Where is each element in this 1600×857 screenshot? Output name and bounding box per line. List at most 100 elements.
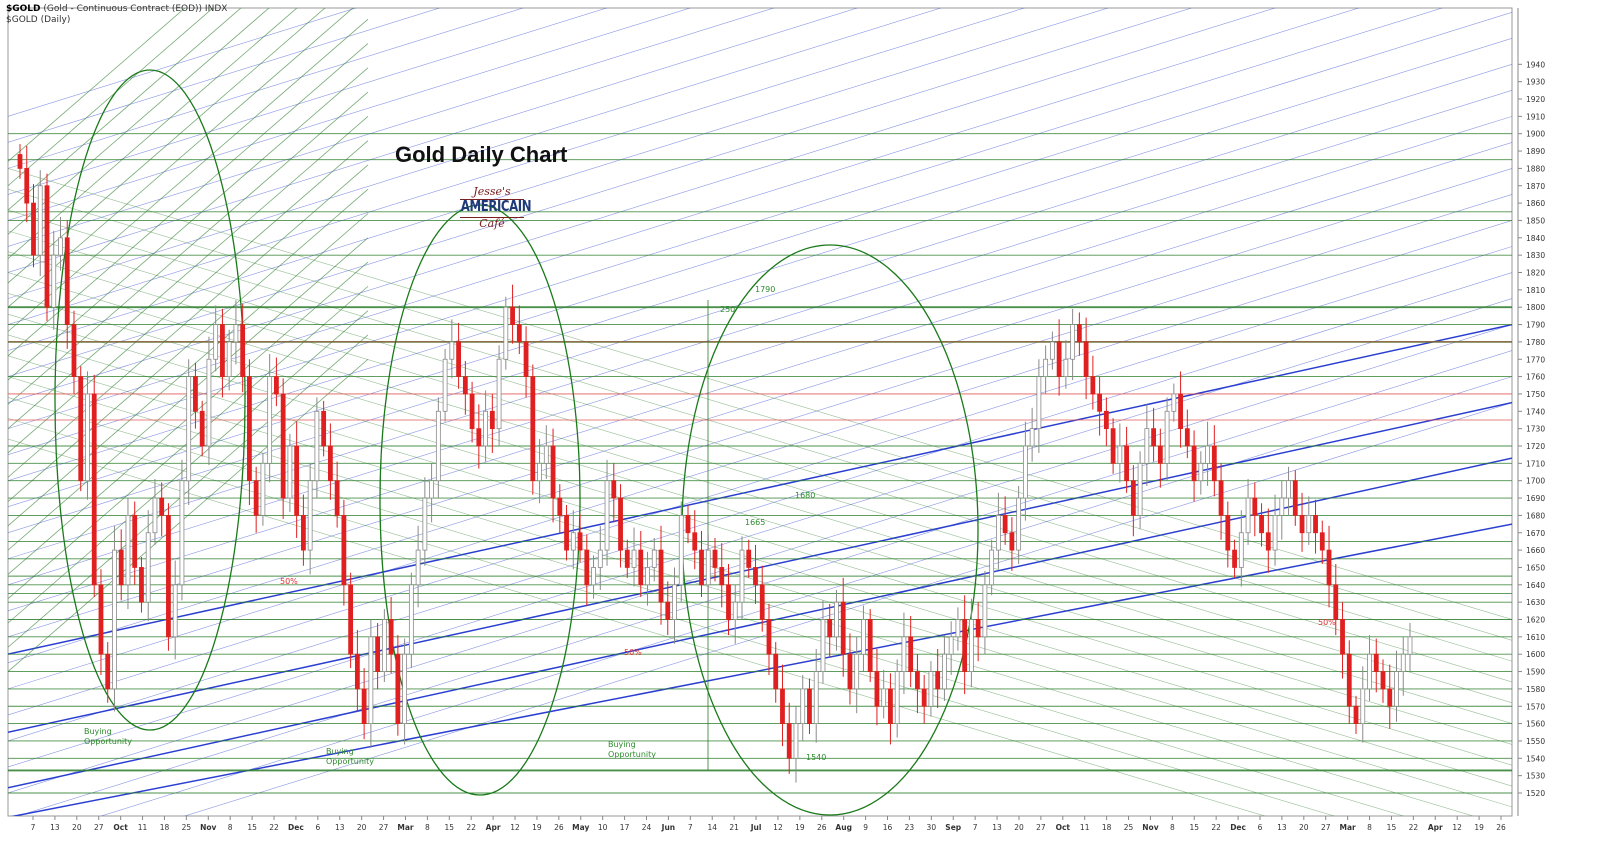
chart-subtitle: $GOLD (Daily) — [6, 15, 71, 25]
candle-body — [31, 202, 36, 256]
candle-body — [685, 515, 691, 534]
y-tick-label: 1650 — [1526, 563, 1545, 572]
x-tick-label: 16 — [883, 823, 893, 832]
candle-body — [705, 549, 711, 586]
candle-body — [962, 619, 968, 672]
candle-body — [516, 324, 522, 343]
y-tick-label: 1890 — [1526, 147, 1545, 156]
annotation-label-line: Buying — [326, 747, 354, 756]
candle-body — [719, 567, 725, 586]
annotation-label-line: Opportunity — [608, 750, 656, 759]
candle-body — [1387, 688, 1393, 707]
blue-trend-line — [8, 401, 1512, 734]
candle-body — [1400, 653, 1406, 672]
blue-fan-line — [8, 8, 1360, 429]
x-tick-label: May — [572, 823, 589, 832]
candle-body — [995, 515, 1001, 551]
y-tick-label: 1930 — [1526, 78, 1545, 87]
candle-body — [881, 688, 887, 707]
y-tick-label: 1520 — [1526, 789, 1545, 798]
candle-body — [1218, 480, 1224, 516]
candle-body — [287, 445, 293, 499]
candle-body — [1286, 480, 1291, 499]
candle-body — [220, 324, 225, 377]
y-tick-label: 1910 — [1526, 112, 1545, 121]
blue-fan-line — [8, 272, 1512, 742]
candle-body — [834, 601, 839, 638]
candle-body — [402, 653, 408, 725]
annotation-label-line: Buying — [608, 740, 636, 749]
candle-body — [368, 636, 374, 724]
candle-body — [105, 653, 111, 690]
annotation-label: 1665 — [745, 518, 765, 527]
candle-body — [1292, 480, 1298, 516]
candle-body — [942, 653, 947, 690]
y-tick-label: 1560 — [1526, 720, 1545, 729]
green-diagonal-line — [8, 91, 369, 405]
candle-body — [759, 584, 765, 620]
candle-body — [523, 341, 529, 377]
candle-body — [793, 723, 799, 759]
annotation-label: 50% — [624, 648, 642, 657]
green-descending-line — [8, 397, 1405, 816]
x-tick-label: 20 — [357, 823, 367, 832]
y-tick-label: 1670 — [1526, 529, 1545, 538]
x-tick-label: Dec — [1230, 823, 1246, 832]
candle-body — [537, 462, 542, 482]
annotation-label: Buying Opportunity — [84, 727, 132, 746]
candle-body — [1178, 393, 1183, 430]
logo-line-1: Jesse's — [473, 185, 511, 198]
symbol-name: $GOLD — [6, 4, 41, 14]
candle-body — [712, 549, 718, 568]
candle-body — [166, 515, 171, 638]
x-tick-label: 15 — [1387, 823, 1397, 832]
candle-body — [233, 324, 239, 343]
y-tick-label: 1840 — [1526, 234, 1545, 243]
candle-body — [1117, 445, 1123, 464]
x-tick-label: 22 — [466, 823, 476, 832]
candle-body — [915, 671, 920, 690]
candle-body — [894, 671, 900, 724]
annotation-label: Buying Opportunity — [326, 747, 374, 766]
candle-body — [935, 671, 941, 690]
candle-body — [861, 619, 866, 655]
candle-body — [17, 154, 23, 169]
green-diagonal-line — [8, 334, 369, 648]
candle-body — [989, 549, 995, 586]
x-tick-label: 23 — [905, 823, 915, 832]
blue-fan-line — [8, 37, 1512, 508]
y-tick-label: 1740 — [1526, 407, 1545, 416]
candle-body — [645, 567, 650, 586]
x-tick-label: 17 — [620, 823, 630, 832]
candle-body — [1103, 410, 1109, 430]
blue-fan-line — [8, 64, 1512, 534]
candle-body — [159, 497, 165, 516]
green-descending-line — [8, 251, 1512, 704]
y-tick-label: 1660 — [1526, 546, 1545, 555]
x-tick-label: 11 — [138, 823, 148, 832]
blue-fan-line — [8, 8, 692, 221]
candle-body — [530, 376, 536, 482]
candle-body — [51, 254, 57, 308]
candle-body — [1016, 497, 1022, 551]
y-tick-label: 1820 — [1526, 269, 1545, 278]
x-tick-label: 27 — [379, 823, 389, 832]
candle-body — [1076, 324, 1082, 343]
x-tick-label: 18 — [1102, 823, 1112, 832]
x-tick-label: 8 — [1367, 823, 1372, 832]
candle-body — [1063, 358, 1069, 378]
annotation-label-line: Opportunity — [326, 757, 374, 766]
y-tick-label: 1850 — [1526, 216, 1545, 225]
x-tick-label: 22 — [1211, 823, 1221, 832]
x-tick-label: Apr — [486, 823, 501, 832]
x-tick-label: 6 — [1258, 823, 1263, 832]
symbol-description: (Gold - Continuous Contract (EOD)) INDX — [43, 4, 228, 14]
candle-body — [422, 497, 428, 551]
candle-body — [847, 653, 853, 690]
candle-body — [1259, 515, 1264, 534]
candle-body — [874, 671, 880, 707]
x-tick-label: 27 — [1321, 823, 1331, 832]
y-tick-label: 1690 — [1526, 494, 1545, 503]
candle-body — [557, 497, 563, 516]
